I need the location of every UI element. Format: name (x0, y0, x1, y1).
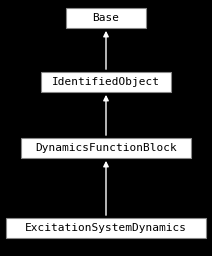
FancyBboxPatch shape (66, 8, 146, 28)
Text: DynamicsFunctionBlock: DynamicsFunctionBlock (35, 143, 177, 153)
Text: Base: Base (92, 13, 120, 23)
Text: IdentifiedObject: IdentifiedObject (52, 77, 160, 87)
FancyBboxPatch shape (41, 72, 171, 92)
FancyBboxPatch shape (6, 218, 206, 238)
Text: ExcitationSystemDynamics: ExcitationSystemDynamics (25, 223, 187, 233)
FancyBboxPatch shape (21, 138, 191, 158)
